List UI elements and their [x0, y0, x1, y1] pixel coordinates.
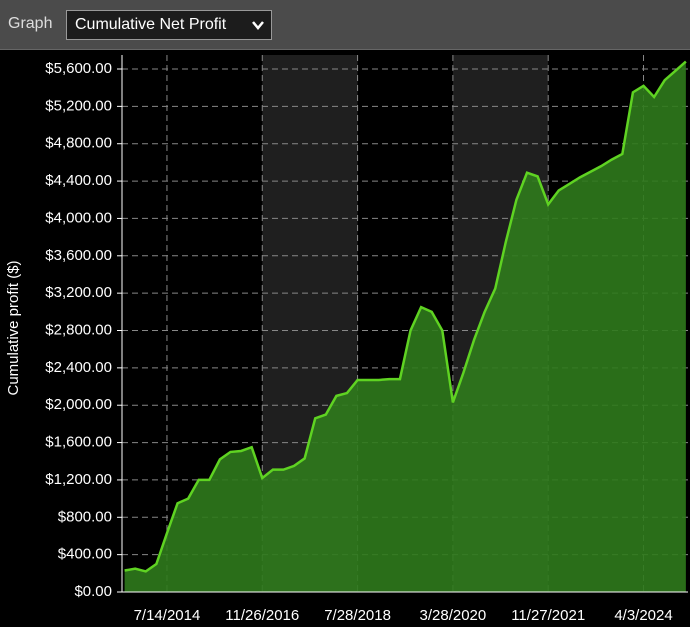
x-tick-label: 7/14/2014: [134, 607, 201, 624]
y-tick-label: $800.00: [58, 508, 112, 525]
x-tick-label: 11/26/2016: [225, 607, 299, 624]
x-tick-label: 4/3/2024: [614, 607, 672, 624]
y-tick-label: $5,200.00: [45, 97, 112, 114]
toolbar: Graph Cumulative Net Profit: [0, 0, 690, 50]
y-tick-label: $2,400.00: [45, 359, 112, 376]
y-tick-label: $4,800.00: [45, 135, 112, 152]
x-tick-label: 11/27/2021: [511, 607, 585, 624]
y-tick-label: $0.00: [74, 583, 112, 600]
y-tick-label: $2,000.00: [45, 396, 112, 413]
y-tick-label: $4,400.00: [45, 172, 112, 189]
y-tick-label: $1,600.00: [45, 434, 112, 451]
line: [124, 60, 687, 573]
y-tick-label: $2,800.00: [45, 321, 112, 338]
area: [124, 61, 686, 592]
y-tick-label: $3,600.00: [45, 247, 112, 264]
y-tick-label: $4,000.00: [45, 209, 112, 226]
y-tick-label: $3,200.00: [45, 284, 112, 301]
y-tick-label: $400.00: [58, 546, 112, 563]
dropdown-arrow: [252, 21, 264, 30]
y-axis-label: Cumulative profit ($): [5, 260, 22, 395]
y-tick-label: $5,600.00: [45, 60, 112, 77]
selected-option: Cumulative Net Profit: [75, 16, 227, 33]
y-tick-label: $1,200.00: [45, 471, 112, 488]
x-tick-label: 7/28/2018: [324, 607, 391, 624]
graph-label: Graph: [8, 15, 53, 32]
x-tick-label: 3/28/2020: [420, 607, 487, 624]
graph-select[interactable]: Cumulative Net Profit: [66, 10, 272, 40]
